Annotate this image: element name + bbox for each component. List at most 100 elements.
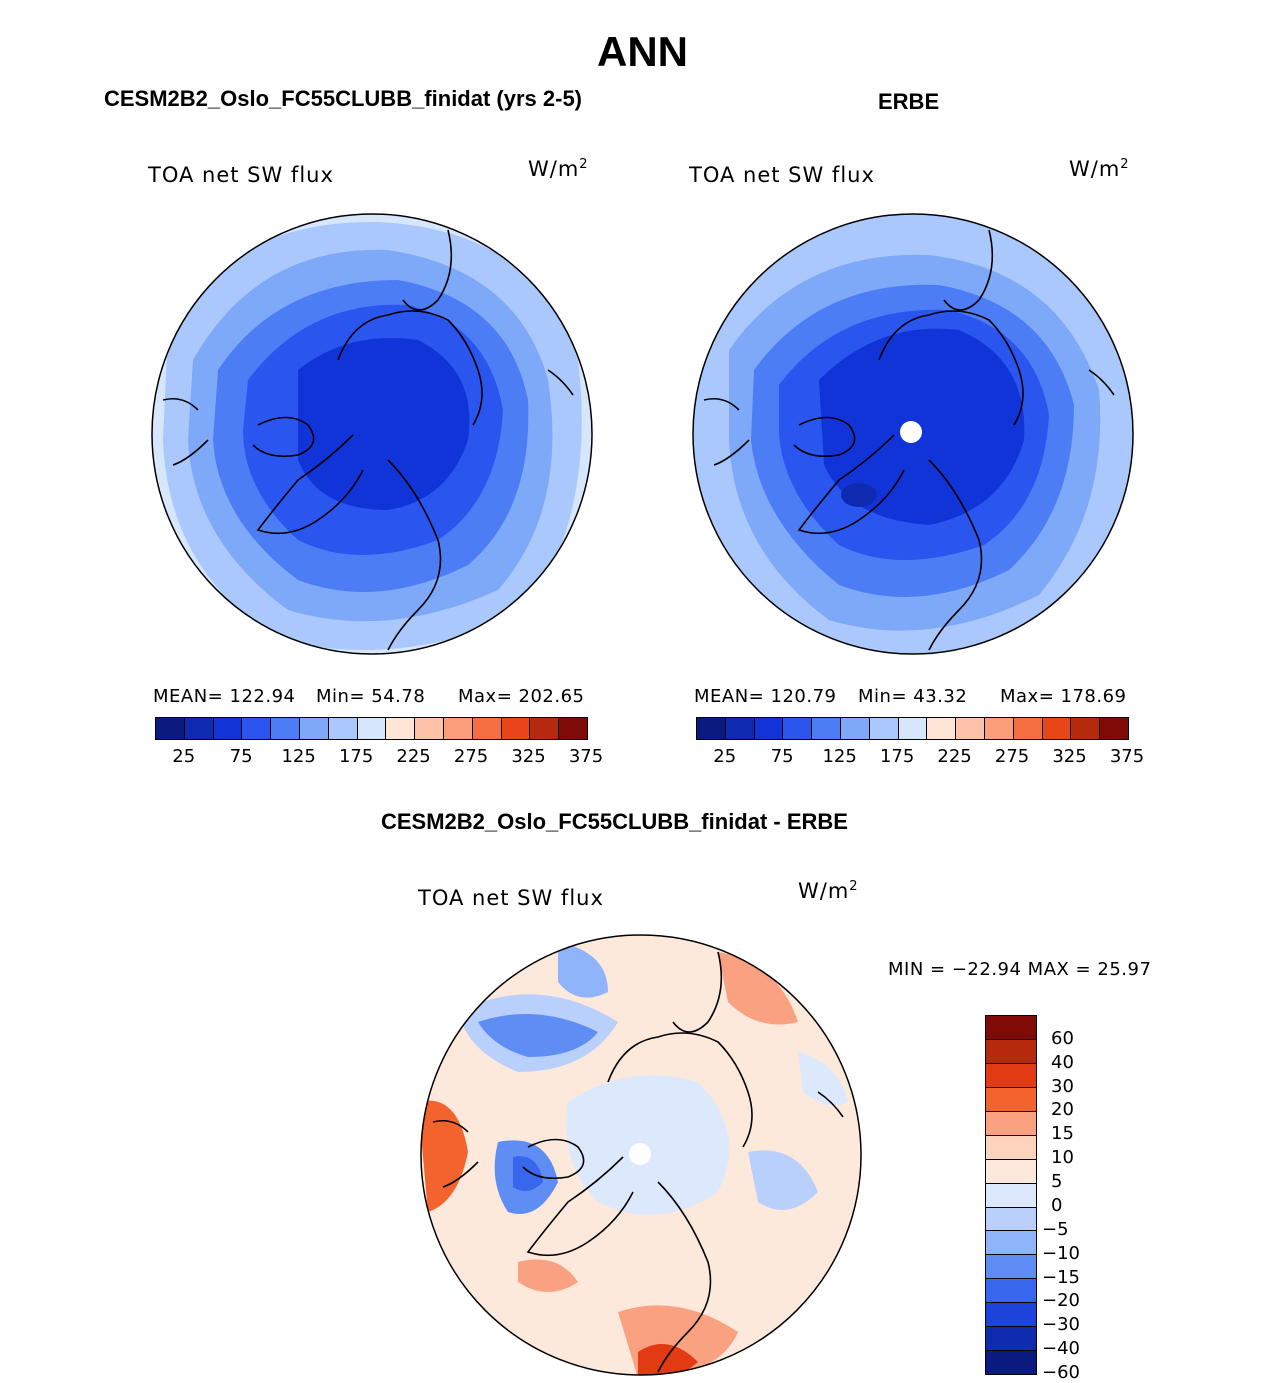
panel2-colorbar-swatch <box>898 718 928 739</box>
panel2-colorbar-swatch <box>956 718 985 739</box>
panel2-colorbar-swatch <box>1071 718 1101 739</box>
diff-colorbar-tick-label: −40 <box>1042 1338 1080 1360</box>
diff-colorbar-swatch <box>986 1303 1036 1328</box>
panel2-colorbar-swatch <box>1100 718 1128 739</box>
diff-colorbar-tick-label: 10 <box>1051 1147 1074 1169</box>
diff-variable-label: TOA net SW flux <box>418 886 604 910</box>
diff-colorbar-swatch <box>986 1327 1036 1352</box>
panel2-colorbar-swatch <box>783 718 813 739</box>
panel2-colorbar-tick-label: 75 <box>770 746 794 767</box>
panel1-colorbar-swatch <box>184 718 214 739</box>
panel2-polar-map <box>692 213 1134 655</box>
panel2-colorbar-ticks: 25 75 125 175 225 275 325 375 <box>696 746 1144 768</box>
panel2-colorbar-swatch <box>840 718 870 739</box>
diff-colorbar-swatch <box>986 1016 1036 1040</box>
diff-colorbar-ticks: 60 40 30 20 15 10 5 0 −5 −10 −15 −20 −30 −40 −60 <box>1042 1015 1132 1383</box>
diff-colorbar-tick-label: 30 <box>1051 1075 1074 1097</box>
panel1-colorbar-swatch <box>299 718 329 739</box>
panel2-colorbar-swatch <box>1013 718 1043 739</box>
panel2-colorbar-swatch <box>812 718 841 739</box>
panel1-colorbar-swatch <box>501 718 531 739</box>
diff-colorbar-swatch <box>986 1111 1036 1136</box>
panel2-colorbar-swatch <box>725 718 755 739</box>
diff-colorbar-tick-label: 40 <box>1051 1051 1074 1073</box>
diff-colorbar-tick-label: 15 <box>1051 1123 1074 1145</box>
panel2-max: Max= 178.69 <box>1000 686 1127 707</box>
diff-colorbar-swatch <box>986 1279 1036 1304</box>
panel2-colorbar-tick-label: 325 <box>1052 746 1087 767</box>
panel1-colorbar-tick-label: 325 <box>511 746 546 767</box>
panel1-colorbar-swatch <box>213 718 243 739</box>
panel1-colorbar-swatch <box>559 718 587 739</box>
panel1-units: W/m2 <box>528 157 589 181</box>
panel2-colorbar <box>696 717 1129 740</box>
panel1-colorbar-swatch <box>156 718 185 739</box>
panel1-colorbar-swatch <box>242 718 272 739</box>
panel1-polar-map <box>151 213 593 655</box>
panel2-colorbar-tick-label: 25 <box>713 746 737 767</box>
diff-colorbar-swatch <box>986 1063 1036 1088</box>
diff-minmax: MIN = −22.94 MAX = 25.97 <box>888 959 1152 980</box>
panel1-mean: MEAN= 122.94 <box>153 686 296 707</box>
panel1-variable-label: TOA net SW flux <box>148 163 334 187</box>
panel1-colorbar-swatch <box>472 718 502 739</box>
panel2-mean: MEAN= 120.79 <box>694 686 837 707</box>
diff-colorbar-swatch <box>986 1039 1036 1064</box>
diff-colorbar-swatch <box>986 1087 1036 1112</box>
panel2-colorbar-tick-label: 125 <box>822 746 857 767</box>
diff-colorbar-swatch <box>986 1183 1036 1208</box>
diff-colorbar-tick-label: 20 <box>1051 1099 1074 1121</box>
diff-colorbar-tick-label: 5 <box>1051 1171 1063 1193</box>
panel2-case-title: ERBE <box>878 89 940 114</box>
panel1-colorbar-swatch <box>328 718 358 739</box>
diff-colorbar-swatch <box>986 1159 1036 1184</box>
panel1-colorbar-swatch <box>357 718 387 739</box>
panel1-colorbar-tick-label: 75 <box>229 746 253 767</box>
panel2-colorbar-tick-label: 375 <box>1109 746 1145 767</box>
diff-colorbar-tick-label: 60 <box>1051 1027 1074 1049</box>
diff-colorbar-tick-label: 0 <box>1051 1194 1063 1216</box>
panel2-colorbar-swatch <box>1042 718 1072 739</box>
panel1-colorbar-swatch <box>271 718 300 739</box>
panel2-min: Min= 43.32 <box>858 686 968 707</box>
panel1-colorbar-tick-label: 375 <box>568 746 604 767</box>
panel1-colorbar <box>155 717 588 740</box>
diff-colorbar-swatch <box>986 1255 1036 1280</box>
diff-colorbar-tick-label: −5 <box>1042 1218 1069 1240</box>
panel1-colorbar-swatch <box>530 718 560 739</box>
panel1-colorbar-swatch <box>386 718 416 739</box>
panel2-colorbar-swatch <box>927 718 957 739</box>
diff-colorbar-swatch <box>986 1135 1036 1160</box>
panel1-colorbar-tick-label: 225 <box>396 746 431 767</box>
diff-colorbar-tick-label: −60 <box>1042 1362 1080 1383</box>
diff-colorbar-tick-label: −30 <box>1042 1314 1080 1336</box>
panel2-colorbar-swatch <box>754 718 784 739</box>
diff-colorbar <box>985 1015 1037 1375</box>
diff-colorbar-tick-label: −20 <box>1042 1290 1080 1312</box>
diff-colorbar-swatch <box>986 1351 1036 1375</box>
panel2-units: W/m2 <box>1069 157 1130 181</box>
panel1-colorbar-ticks: 25 75 125 175 225 275 325 375 <box>155 746 603 768</box>
panel2-colorbar-swatch <box>984 718 1014 739</box>
panel1-colorbar-swatch <box>443 718 473 739</box>
panel1-colorbar-tick-label: 175 <box>338 746 374 767</box>
panel1-colorbar-tick-label: 125 <box>281 746 316 767</box>
diff-colorbar-swatch <box>986 1231 1036 1256</box>
panel2-colorbar-tick-label: 275 <box>994 746 1030 767</box>
panel1-colorbar-tick-label: 25 <box>172 746 196 767</box>
diff-colorbar-tick-label: −15 <box>1042 1266 1080 1288</box>
figure-title: ANN <box>597 28 688 75</box>
diff-units: W/m2 <box>798 879 859 903</box>
panel2-colorbar-tick-label: 175 <box>879 746 915 767</box>
panel2-colorbar-tick-label: 225 <box>937 746 972 767</box>
panel1-colorbar-tick-label: 275 <box>453 746 489 767</box>
diff-colorbar-swatch <box>986 1207 1036 1232</box>
panel2-colorbar-swatch <box>697 718 726 739</box>
diff-colorbar-tick-label: −10 <box>1042 1242 1080 1264</box>
diff-case-title: CESM2B2_Oslo_FC55CLUBB_finidat - ERBE <box>381 809 848 834</box>
panel2-colorbar-swatch <box>869 718 899 739</box>
panel1-case-title: CESM2B2_Oslo_FC55CLUBB_finidat (yrs 2-5) <box>104 86 583 111</box>
panel1-max: Max= 202.65 <box>458 686 585 707</box>
panel1-colorbar-swatch <box>415 718 444 739</box>
panel1-min: Min= 54.78 <box>316 686 426 707</box>
